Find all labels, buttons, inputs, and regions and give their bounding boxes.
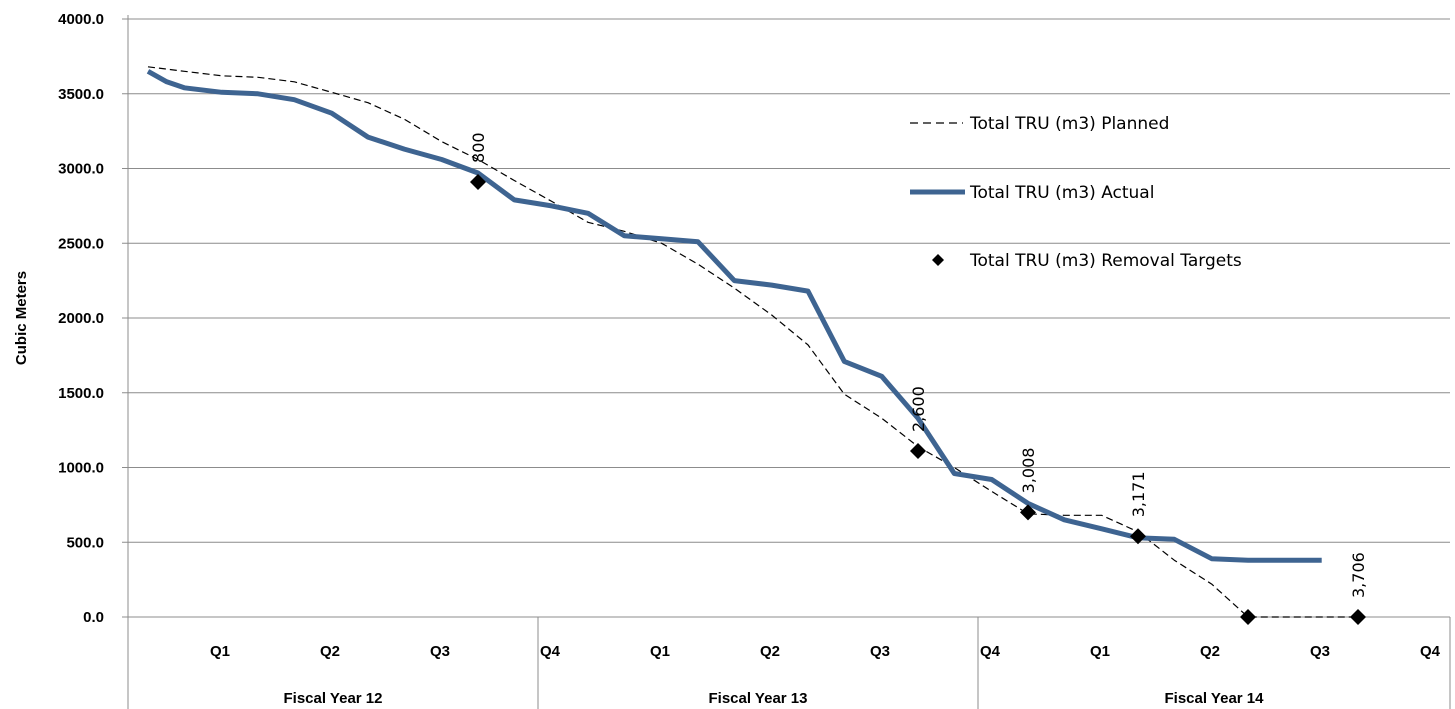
x-tick-label: Q2 xyxy=(760,643,780,660)
x-group-label: Fiscal Year 14 xyxy=(1165,690,1265,707)
series-layer: 800 2,600 3,008 3,171 3,706 xyxy=(146,66,1368,625)
y-tick-labels: 0.0 500.0 1000.0 1500.0 2000.0 2500.0 3000.0 35… xyxy=(58,11,104,626)
target-marker xyxy=(1020,504,1036,521)
axes xyxy=(127,15,1451,709)
x-tick-label: Q3 xyxy=(1310,643,1330,660)
y-tick-label: 500.0 xyxy=(66,534,104,551)
series-line-actual xyxy=(146,69,1322,563)
series-line-planned xyxy=(147,66,1358,618)
x-tick-label: Q2 xyxy=(1200,643,1220,660)
x-tick-label: Q1 xyxy=(650,643,670,660)
x-tick-label: Q3 xyxy=(870,643,890,660)
legend-label-planned: Total TRU (m3) Planned xyxy=(969,114,1169,134)
legend-item-targets: Total TRU (m3) Removal Targets xyxy=(932,251,1242,271)
data-label: 3,008 xyxy=(1019,448,1038,494)
data-label: 3,171 xyxy=(1129,471,1148,517)
legend-item-planned: Total TRU (m3) Planned xyxy=(910,114,1169,134)
target-marker xyxy=(1350,609,1366,625)
gridlines xyxy=(122,18,1450,618)
x-tick-label: Q1 xyxy=(210,643,230,660)
y-tick-label: 4000.0 xyxy=(58,11,104,28)
x-tick-label: Q2 xyxy=(320,643,340,660)
y-tick-label: 1500.0 xyxy=(58,385,104,402)
legend-swatch-targets xyxy=(932,254,944,266)
y-axis-label: Cubic Meters xyxy=(13,271,30,365)
y-tick-label: 2000.0 xyxy=(58,310,104,327)
y-tick-label: 1000.0 xyxy=(58,460,104,477)
y-tick-label: 0.0 xyxy=(83,609,104,626)
y-tick-label: 3000.0 xyxy=(58,161,104,178)
x-tick-label: Q4 xyxy=(980,643,1001,660)
data-label: 800 xyxy=(469,132,488,163)
x-tick-labels: Q1 Q2 Q3 Q4 Q1 Q2 Q3 Q4 Q1 Q2 Q3 Q4 Fiscal Year 12 Fi… xyxy=(210,643,1441,707)
data-label: 3,706 xyxy=(1349,552,1368,598)
legend-label-targets: Total TRU (m3) Removal Targets xyxy=(969,251,1242,271)
x-tick-label: Q1 xyxy=(1090,643,1110,660)
legend-label-actual: Total TRU (m3) Actual xyxy=(969,183,1154,203)
x-tick-label: Q3 xyxy=(430,643,450,660)
target-marker xyxy=(1240,609,1256,625)
x-group-label: Fiscal Year 13 xyxy=(709,690,808,707)
y-tick-label: 2500.0 xyxy=(58,235,104,252)
y-tick-label: 3500.0 xyxy=(58,86,104,103)
x-tick-label: Q4 xyxy=(1420,643,1441,660)
data-label: 2,600 xyxy=(909,386,928,432)
x-group-label: Fiscal Year 12 xyxy=(284,690,383,707)
legend: Total TRU (m3) Planned Total TRU (m3) Ac… xyxy=(910,114,1242,271)
x-tick-label: Q4 xyxy=(540,643,561,660)
target-marker xyxy=(910,443,926,460)
target-marker xyxy=(470,173,486,190)
legend-item-actual: Total TRU (m3) Actual xyxy=(910,183,1154,203)
target-marker xyxy=(1130,528,1146,545)
